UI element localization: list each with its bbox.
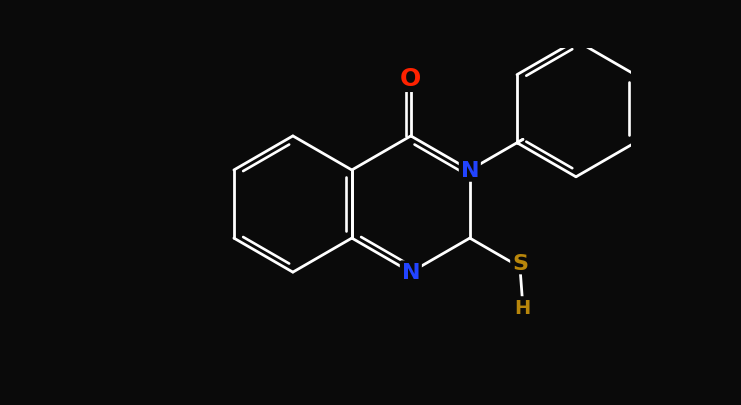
Text: S: S: [512, 253, 528, 273]
Text: O: O: [400, 67, 422, 91]
Text: H: H: [514, 298, 531, 317]
Text: N: N: [402, 262, 420, 282]
Text: N: N: [461, 160, 479, 181]
